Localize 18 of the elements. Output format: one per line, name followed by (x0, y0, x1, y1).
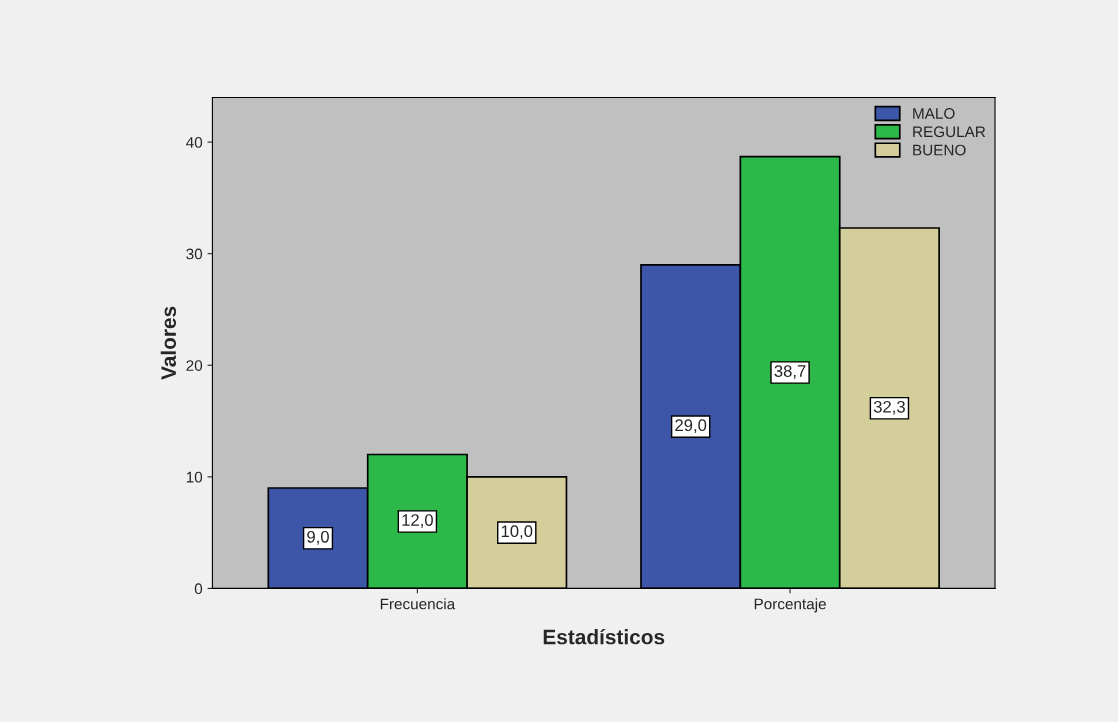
legend-label: BUENO (913, 144, 966, 156)
data-label: 10,0 (501, 525, 533, 540)
data-label: 32,3 (873, 400, 905, 415)
data-label: 38,7 (774, 365, 806, 379)
x-axis-title: Estadísticos (543, 628, 665, 645)
legend-label: REGULAR (913, 126, 986, 138)
x-tick-label: Frecuencia (380, 598, 456, 610)
data-label: 9,0 (307, 530, 329, 545)
y-tick-label: 30 (186, 248, 203, 260)
x-tick-label: Porcentaje (754, 598, 826, 613)
y-tick-label: 20 (186, 360, 203, 371)
data-label: 29,0 (675, 419, 707, 434)
data-label: 12,0 (402, 514, 433, 528)
y-tick-label: 40 (186, 136, 203, 148)
y-tick-label: 0 (194, 583, 203, 595)
y-tick-label: 10 (186, 471, 203, 483)
legend-label: MALO (913, 108, 955, 119)
y-axis-title: Valores (160, 306, 177, 380)
